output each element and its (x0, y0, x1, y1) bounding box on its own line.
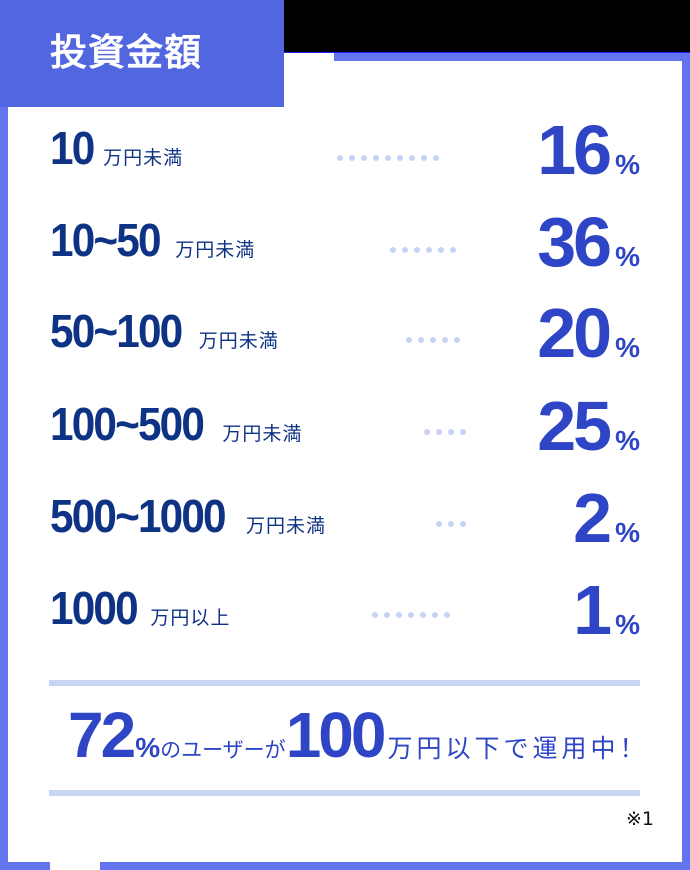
percent-value: 16 % (537, 111, 640, 189)
dot-leader (424, 429, 466, 435)
frame-top-edge (284, 52, 690, 53)
summary-statement: 72 % のユーザーが 100 万円以下で運用中！ (68, 700, 648, 770)
range-unit: 万円未満 (175, 239, 256, 261)
range-unit: 万円未満 (198, 330, 279, 352)
summary-amount: 100 (285, 699, 387, 771)
list-item: 100~500 万円未満 25 % (50, 391, 640, 461)
dot-leader (406, 337, 460, 343)
percent-value: 25 % (537, 387, 640, 465)
range-label: 100~500 万円未満 (50, 401, 302, 447)
range-value: 100~500 (50, 398, 205, 450)
range-label: 1000 万円以上 (50, 585, 230, 631)
range-unit: 万円以上 (150, 607, 231, 629)
frame-top-gap (284, 53, 334, 62)
dot-leader (436, 521, 466, 527)
dot-leader (337, 155, 439, 161)
range-value: 50~100 (50, 305, 183, 357)
list-item: 1000 万円以上 1 % (50, 575, 640, 645)
list-item: 500~1000 万円未満 2 % (50, 483, 640, 553)
percent-value: 20 % (537, 294, 640, 372)
summary-text-2: 万円以下で運用中！ (387, 734, 649, 763)
list-item: 10~50 万円未満 36 % (50, 207, 640, 277)
range-value: 500~1000 (50, 490, 227, 542)
range-label: 10~50 万円未満 (50, 217, 255, 263)
range-value: 1000 (50, 582, 139, 634)
range-label: 10 万円未満 (50, 125, 183, 171)
range-label: 50~100 万円未満 (50, 308, 279, 354)
footnote-marker: ※1 (625, 808, 654, 830)
percent-value: 36 % (537, 203, 640, 281)
title-tab: 投資金額 (0, 0, 284, 107)
frame-bottom-gap (50, 862, 100, 870)
investment-card (0, 53, 690, 870)
summary-text-1: のユーザーが (160, 738, 286, 762)
percent-value: 1 % (573, 571, 640, 649)
list-item: 50~100 万円未満 20 % (50, 298, 640, 368)
summary-percent-sign: % (135, 732, 161, 763)
summary-bottom-rule (49, 790, 640, 796)
range-label: 500~1000 万円未満 (50, 493, 326, 539)
page-title: 投資金額 (50, 31, 202, 74)
range-value: 10~50 (50, 214, 162, 266)
summary-percent: 72 (68, 699, 136, 771)
dot-leader (372, 612, 450, 618)
list-item: 10 万円未満 16 % (50, 115, 640, 185)
range-value: 10 (50, 122, 95, 174)
range-unit: 万円未満 (245, 515, 326, 537)
range-unit: 万円未満 (103, 147, 184, 169)
summary-top-rule (49, 680, 640, 686)
dot-leader (390, 247, 456, 253)
percent-value: 2 % (573, 479, 640, 557)
range-unit: 万円未満 (222, 423, 303, 445)
